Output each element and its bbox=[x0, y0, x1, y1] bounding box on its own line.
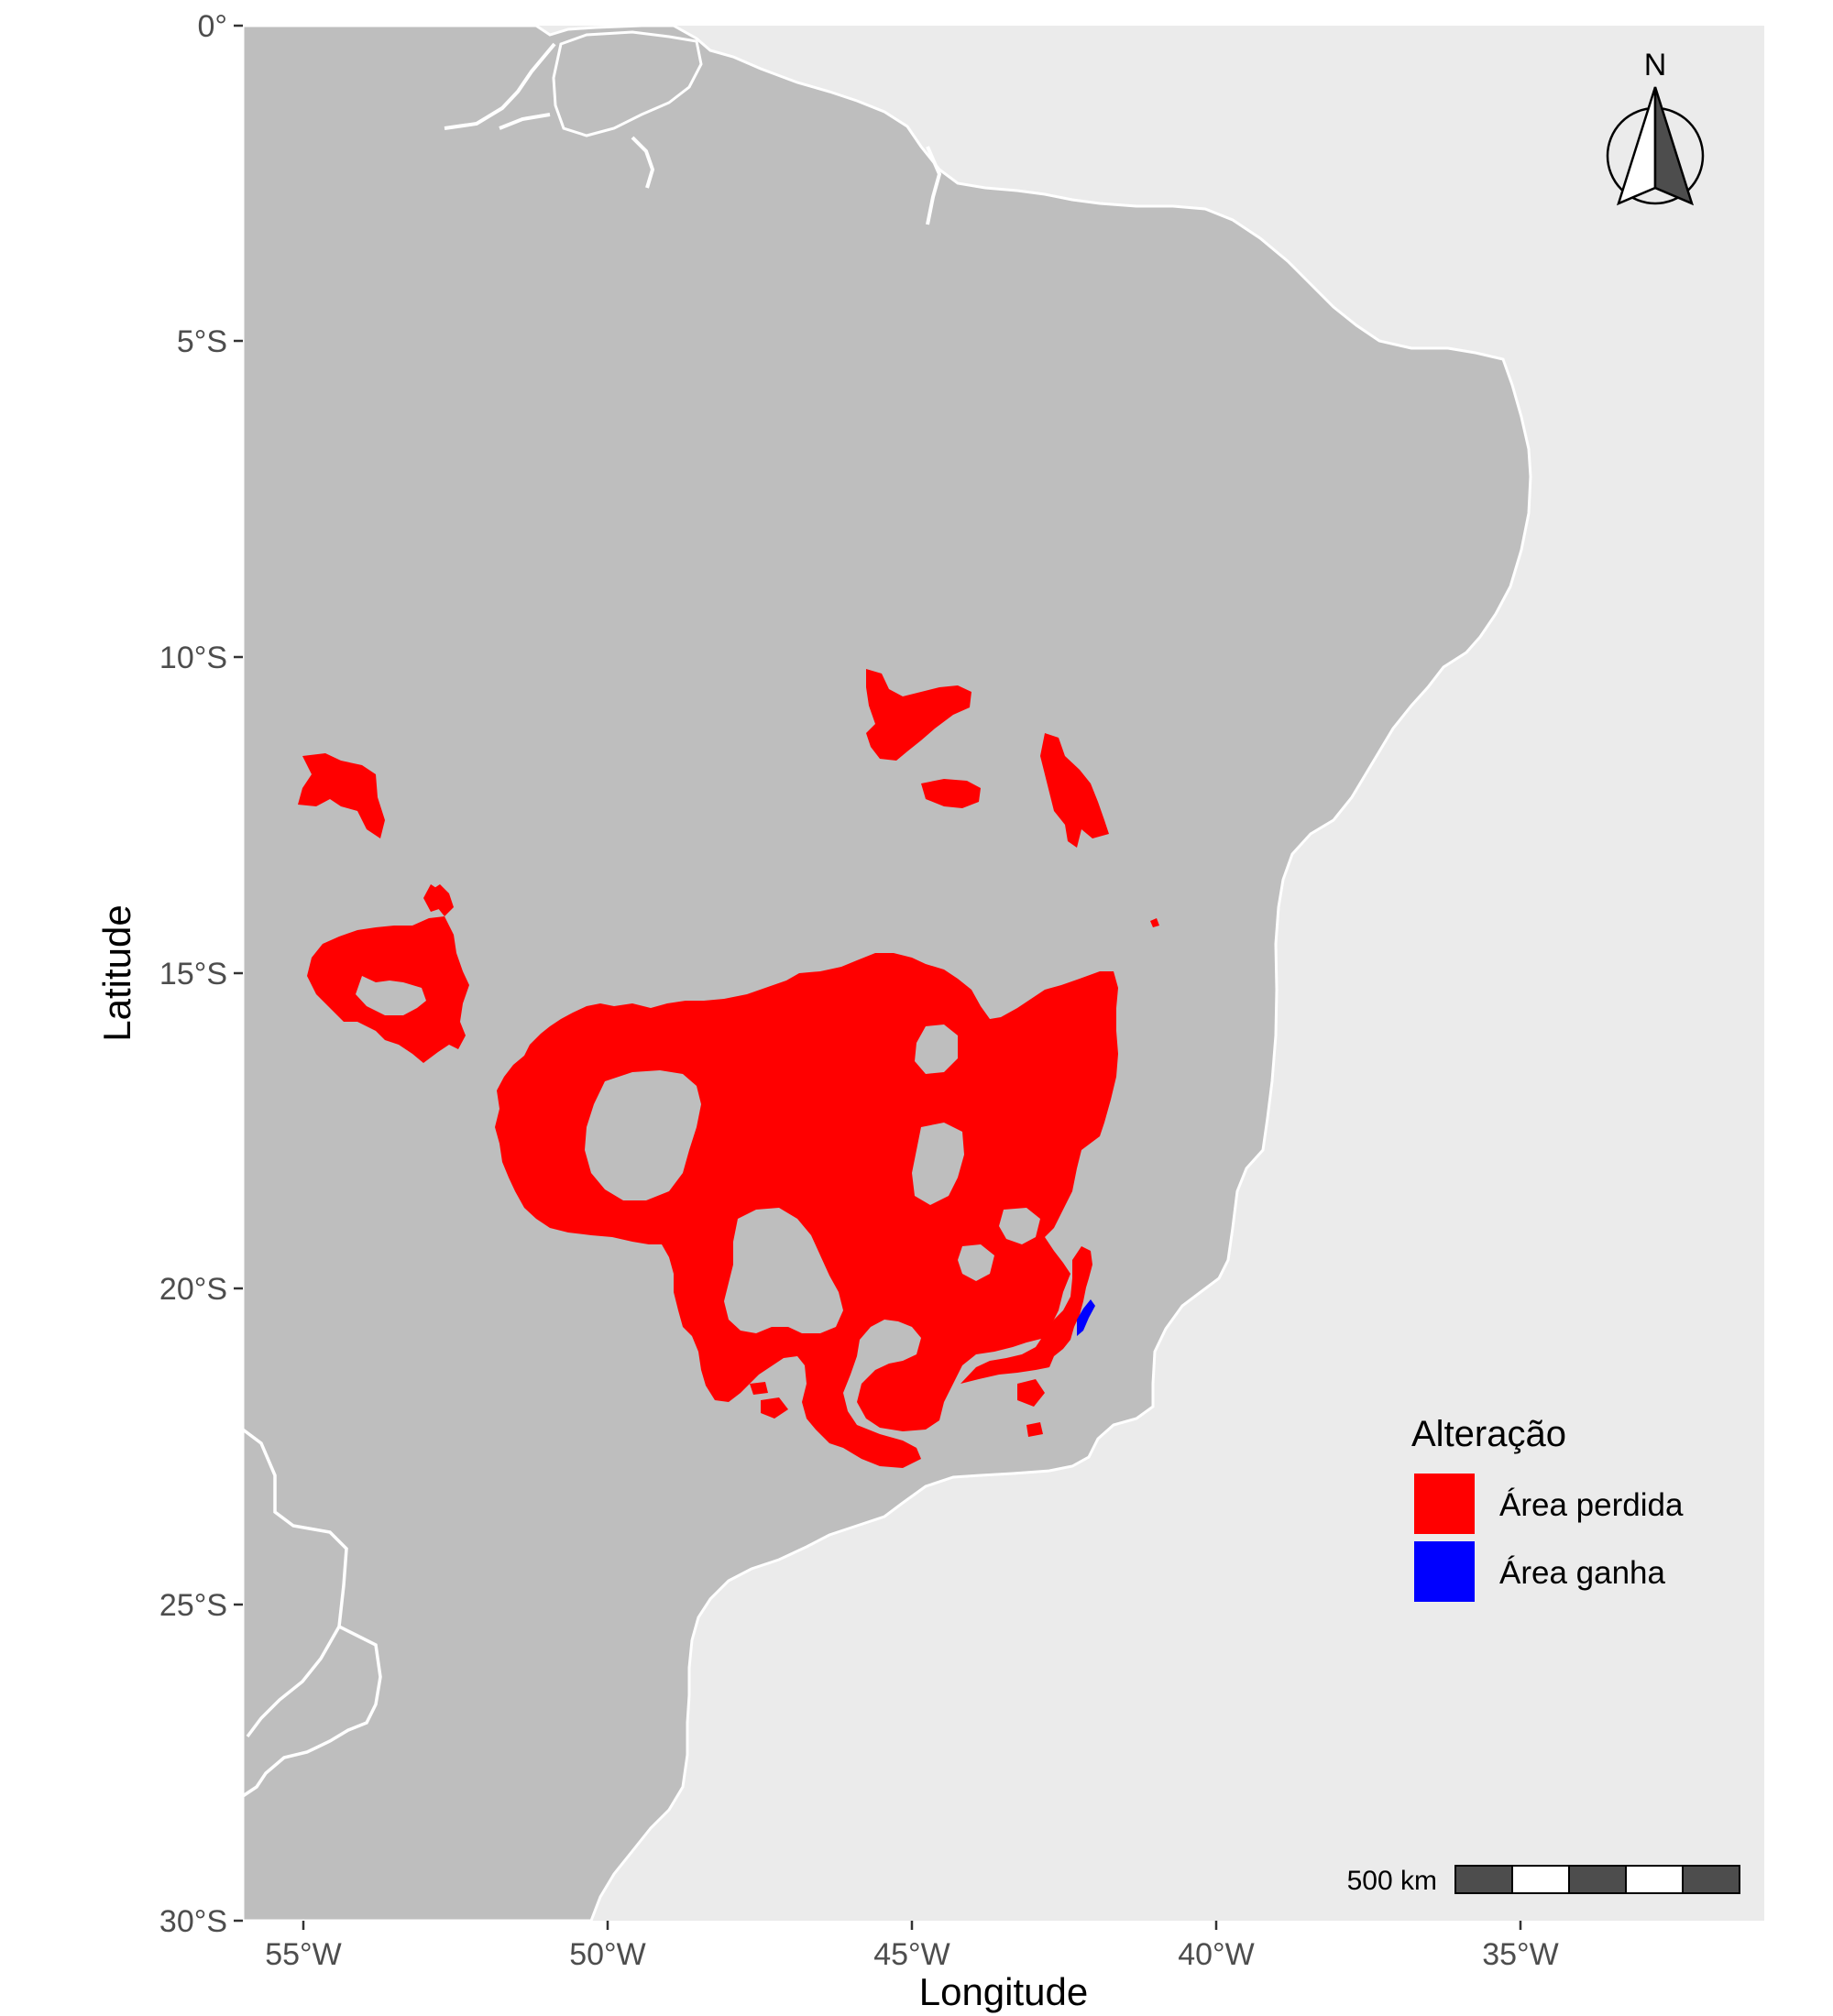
lost-area-layer bbox=[298, 669, 1159, 1468]
amazon-channel bbox=[444, 42, 942, 225]
lost-area-patch bbox=[307, 884, 469, 1063]
scale-bar-segment bbox=[1454, 1865, 1513, 1894]
lost-area-patch bbox=[866, 669, 971, 761]
scale-bar-segment bbox=[1625, 1865, 1684, 1894]
scale-bar bbox=[1454, 1865, 1740, 1894]
y-tick-label: 30°S bbox=[159, 1904, 227, 1939]
x-tick-label: 45°W bbox=[873, 1937, 950, 1972]
lost-area-patch bbox=[1026, 1422, 1043, 1437]
lost-area-patch bbox=[994, 1272, 1008, 1290]
north-arrow-label: N bbox=[1644, 48, 1667, 82]
lost-area-patch bbox=[1150, 918, 1159, 927]
x-tick-label: 50°W bbox=[569, 1937, 646, 1972]
international-border bbox=[246, 1626, 341, 1738]
scale-bar-segment bbox=[1568, 1865, 1627, 1894]
legend-label-lost: Área perdida bbox=[1499, 1487, 1684, 1523]
y-tick-label: 5°S bbox=[177, 324, 227, 359]
y-tick-label: 25°S bbox=[159, 1588, 227, 1623]
x-axis-ticks bbox=[302, 1921, 1522, 1930]
north-arrow-right bbox=[1653, 86, 1695, 206]
scale-bar-label: 500 km bbox=[1347, 1866, 1437, 1896]
x-axis-title: Longitude bbox=[919, 1970, 1089, 2013]
legend-label-gained: Área ganha bbox=[1499, 1555, 1666, 1591]
x-tick-label: 55°W bbox=[265, 1937, 342, 1972]
lost-area-patch bbox=[960, 1246, 1092, 1384]
x-tick-label: 35°W bbox=[1482, 1937, 1559, 1972]
lost-area-patch bbox=[1004, 1109, 1017, 1125]
lost-area-patch bbox=[1040, 733, 1109, 848]
lost-area-patch bbox=[921, 779, 981, 808]
y-axis-title: Latitude bbox=[95, 904, 138, 1041]
lost-area-patch bbox=[298, 753, 385, 838]
lost-area-patch bbox=[1017, 1379, 1045, 1407]
scale-bar-segment bbox=[1511, 1865, 1570, 1894]
legend-swatch-gained bbox=[1414, 1541, 1475, 1602]
scale-bar-segment bbox=[1682, 1865, 1740, 1894]
amazon-delta-island bbox=[552, 30, 703, 137]
international-border bbox=[241, 1428, 382, 1798]
y-axis-ticks bbox=[234, 24, 243, 1923]
y-tick-label: 10°S bbox=[159, 641, 227, 675]
north-arrow: N bbox=[1606, 48, 1705, 206]
gained-area-patch bbox=[1077, 1299, 1095, 1336]
lost-area-patch bbox=[761, 1397, 788, 1419]
y-tick-label: 15°S bbox=[159, 957, 227, 992]
legend-title: Alteração bbox=[1411, 1414, 1566, 1454]
lost-area-patch bbox=[750, 1382, 768, 1395]
lost-area-patch bbox=[495, 953, 1118, 1468]
legend: Alteração Área perdida Área ganha bbox=[1411, 1414, 1684, 1602]
legend-swatch-lost bbox=[1414, 1474, 1475, 1534]
y-tick-label: 0° bbox=[197, 9, 227, 44]
y-tick-label: 20°S bbox=[159, 1272, 227, 1307]
x-tick-label: 40°W bbox=[1178, 1937, 1255, 1972]
